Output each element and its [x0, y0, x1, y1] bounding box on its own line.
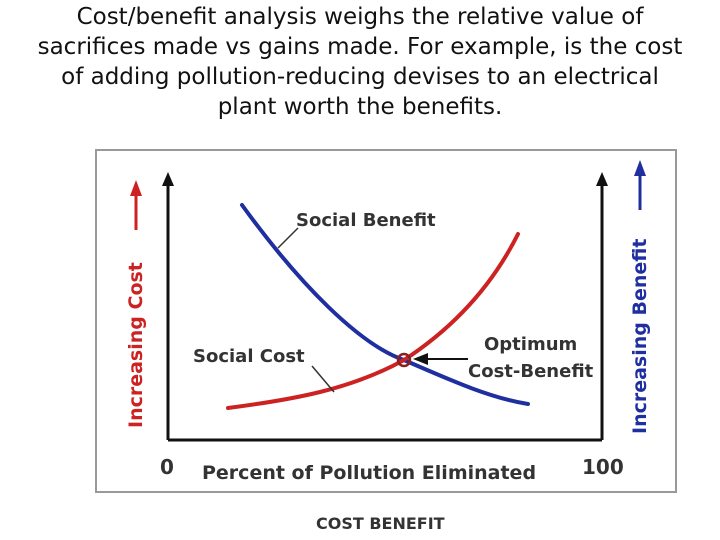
optimum-label-line-1: Optimum	[484, 334, 577, 355]
x-min-label: 0	[160, 455, 174, 479]
right-axis-arrow-icon	[596, 172, 608, 186]
social-cost-label: Social Cost	[193, 346, 305, 367]
social-cost-curve	[226, 232, 520, 410]
social-benefit-curve	[240, 203, 530, 406]
left-axis-arrow-icon	[162, 172, 174, 186]
caption-line-3: of adding pollution-reducing devises to …	[61, 64, 659, 90]
left-axis-label: Increasing Cost	[125, 262, 147, 428]
social-cost-leader	[311, 365, 335, 393]
footer-caption: COST BENEFIT	[316, 514, 445, 533]
caption-line-2: sacrifices made vs gains made. For examp…	[37, 34, 683, 60]
slide-caption: Cost/benefit analysis weighs the relativ…	[30, 2, 690, 122]
optimum-pointer-arrow-icon	[413, 353, 428, 365]
diagram-frame	[95, 149, 677, 493]
x-max-label: 100	[582, 455, 624, 479]
social-benefit-label: Social Benefit	[296, 210, 436, 231]
x-axis-label: Percent of Pollution Eliminated	[202, 462, 536, 484]
caption-line-1: Cost/benefit analysis weighs the relativ…	[76, 4, 644, 30]
social-benefit-leader	[277, 227, 299, 249]
optimum-label-line-2: Cost-Benefit	[468, 361, 594, 382]
right-label-arrow-icon	[634, 160, 646, 176]
caption-line-4: plant worth the benefits.	[217, 94, 503, 120]
optimum-point-marker	[396, 352, 412, 368]
left-label-arrow-icon	[130, 180, 142, 196]
right-axis-label: Increasing Benefit	[629, 239, 651, 434]
